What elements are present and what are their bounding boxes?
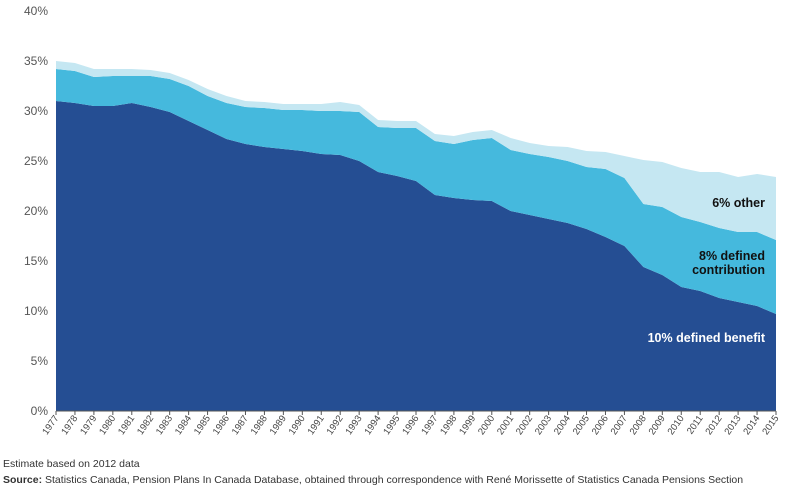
label-defined-contribution: 8% defined	[699, 249, 765, 263]
x-tick-label: 1995	[381, 413, 402, 437]
x-tick-label: 1982	[135, 413, 156, 437]
x-tick-label: 1985	[192, 413, 213, 437]
y-tick-label: 20%	[24, 204, 48, 218]
x-tick-label: 2006	[590, 413, 611, 437]
label-other: 6% other	[712, 196, 765, 210]
x-tick-label: 2007	[609, 413, 630, 437]
stacked-area-chart: 0% 5% 10% 15% 20% 25% 30% 35% 40% 19771978197919…	[24, 4, 781, 437]
y-tick-label: 0%	[31, 404, 49, 418]
x-tick-label: 1987	[230, 413, 251, 437]
x-tick-label: 1988	[249, 413, 270, 437]
x-tick-label: 1992	[325, 413, 346, 437]
x-tick-label: 2011	[685, 413, 706, 436]
x-tick-label: 2003	[533, 413, 554, 437]
source-note: Source: Statistics Canada, Pension Plans…	[3, 474, 783, 486]
x-tick-label: 2002	[514, 413, 535, 437]
x-tick-label: 1994	[362, 413, 383, 437]
x-tick-label: 1997	[419, 413, 440, 437]
area-series-1	[56, 101, 776, 411]
x-tick-label: 1996	[400, 413, 421, 437]
y-tick-label: 10%	[24, 304, 48, 318]
x-tick-label: 2008	[628, 413, 649, 437]
y-axis: 0% 5% 10% 15% 20% 25% 30% 35% 40%	[24, 4, 48, 418]
x-tick-label: 1986	[211, 413, 232, 437]
x-axis: 1977197819791980198119821983198419851986…	[40, 410, 781, 437]
label-defined-contribution: contribution	[692, 263, 765, 277]
source-text: Statistics Canada, Pension Plans In Cana…	[42, 474, 744, 486]
area-series-2	[56, 69, 776, 314]
x-tick-label: 2009	[647, 413, 668, 437]
x-tick-label: 2004	[552, 413, 573, 437]
y-tick-label: 15%	[24, 254, 48, 268]
x-tick-label: 2010	[666, 413, 687, 437]
x-tick-label: 2005	[571, 413, 592, 437]
x-tick-label: 1990	[287, 413, 308, 437]
x-tick-label: 1981	[116, 413, 137, 437]
x-tick-label: 2001	[495, 413, 516, 437]
source-label: Source:	[3, 474, 43, 486]
x-tick-label: 1979	[78, 413, 99, 437]
y-tick-label: 35%	[24, 54, 48, 68]
x-tick-label: 2013	[722, 413, 743, 437]
x-tick-label: 1989	[268, 413, 289, 437]
x-tick-label: 1999	[457, 413, 478, 437]
x-tick-label: 1978	[59, 413, 80, 437]
estimate-note: Estimate based on 2012 data	[3, 458, 140, 470]
y-tick-label: 40%	[24, 4, 48, 18]
label-defined-benefit: 10% defined benefit	[648, 331, 766, 345]
x-tick-label: 1983	[154, 413, 175, 437]
x-tick-label: 1980	[97, 413, 118, 437]
x-tick-label: 1998	[438, 413, 459, 437]
y-tick-label: 5%	[31, 354, 49, 368]
x-tick-label: 2014	[741, 413, 762, 437]
area-series-3	[56, 61, 776, 240]
area-layer	[56, 61, 776, 411]
x-tick-label: 2000	[476, 413, 497, 437]
x-tick-label: 2015	[760, 413, 781, 437]
x-tick-label: 1993	[343, 413, 364, 437]
x-tick-label: 2012	[703, 413, 724, 437]
y-tick-label: 25%	[24, 154, 48, 168]
x-tick-label: 1991	[306, 413, 327, 437]
x-tick-label: 1984	[173, 413, 194, 437]
y-tick-label: 30%	[24, 104, 48, 118]
